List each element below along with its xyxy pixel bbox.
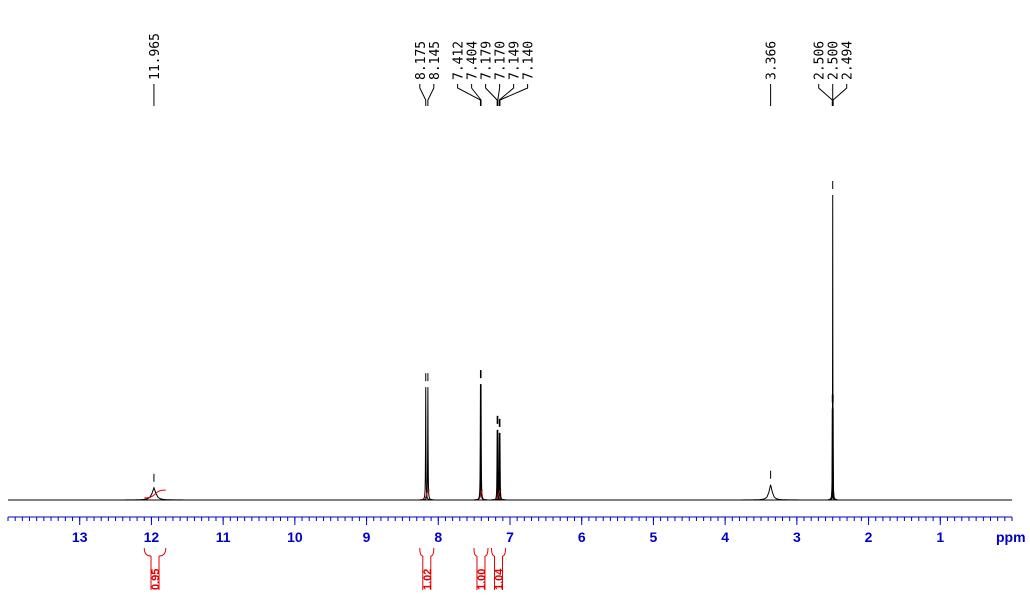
peak-label: 3.366	[765, 41, 780, 80]
peak-label: 7.412	[452, 41, 467, 80]
integral-label: 1.04	[494, 568, 506, 590]
peak-label: 11.965	[148, 33, 163, 80]
integral-bracket	[419, 547, 435, 590]
peak-leader	[832, 84, 848, 106]
peak-label: 2.494	[841, 41, 856, 80]
signal	[89, 486, 219, 501]
x-axis-label: ppm	[996, 529, 1026, 545]
peak-leader	[419, 84, 427, 106]
peak-leader	[457, 84, 481, 106]
peak-label: 2.500	[827, 41, 842, 80]
signal	[419, 387, 433, 501]
x-tick-label: 12	[144, 529, 160, 545]
x-tick-label: 3	[793, 529, 801, 545]
peak-label: 8.145	[428, 41, 443, 80]
integral-curve	[479, 489, 483, 499]
peak-leader	[499, 84, 529, 106]
x-tick-label: 13	[72, 529, 88, 545]
signal	[828, 408, 838, 501]
x-tick-label: 5	[650, 529, 658, 545]
peak-leader	[497, 84, 501, 106]
signal	[493, 432, 507, 501]
integral-label: 1.00	[476, 569, 488, 590]
peak-leader	[471, 84, 482, 106]
integral-bracket	[143, 547, 167, 590]
signal	[474, 384, 488, 501]
integral-curve	[144, 489, 166, 499]
x-tick-label: 7	[506, 529, 514, 545]
signal	[421, 387, 435, 501]
x-tick-label: 2	[865, 529, 873, 545]
x-tick-label: 8	[434, 529, 442, 545]
x-tick-label: 11	[216, 529, 231, 545]
signal	[716, 484, 825, 501]
minor-ticks	[7, 517, 1013, 521]
peak-label: 8.175	[414, 41, 429, 80]
peak-leader	[818, 84, 833, 106]
integral-curve	[423, 489, 430, 499]
peak-label: 7.404	[466, 41, 481, 80]
integral-bracket	[473, 547, 489, 590]
x-tick-label: 10	[287, 529, 303, 545]
peak-label: 7.140	[522, 41, 537, 80]
x-tick-label: 9	[363, 529, 371, 545]
x-tick-label: 1	[936, 529, 944, 545]
integral-curve	[495, 489, 502, 499]
integral-label: 1.02	[422, 569, 434, 590]
peak-leader	[485, 84, 498, 106]
x-tick-label: 6	[578, 529, 586, 545]
peak-label: 2.506	[813, 41, 828, 80]
peak-leader	[427, 84, 435, 106]
peak-leader	[498, 84, 515, 106]
integral-bracket	[491, 547, 507, 590]
peak-label: 7.170	[494, 41, 509, 80]
integral-label: 0.95	[150, 569, 162, 590]
x-tick-label: 4	[721, 529, 729, 545]
peak-label: 7.149	[508, 41, 523, 80]
peak-label: 7.179	[480, 41, 495, 80]
